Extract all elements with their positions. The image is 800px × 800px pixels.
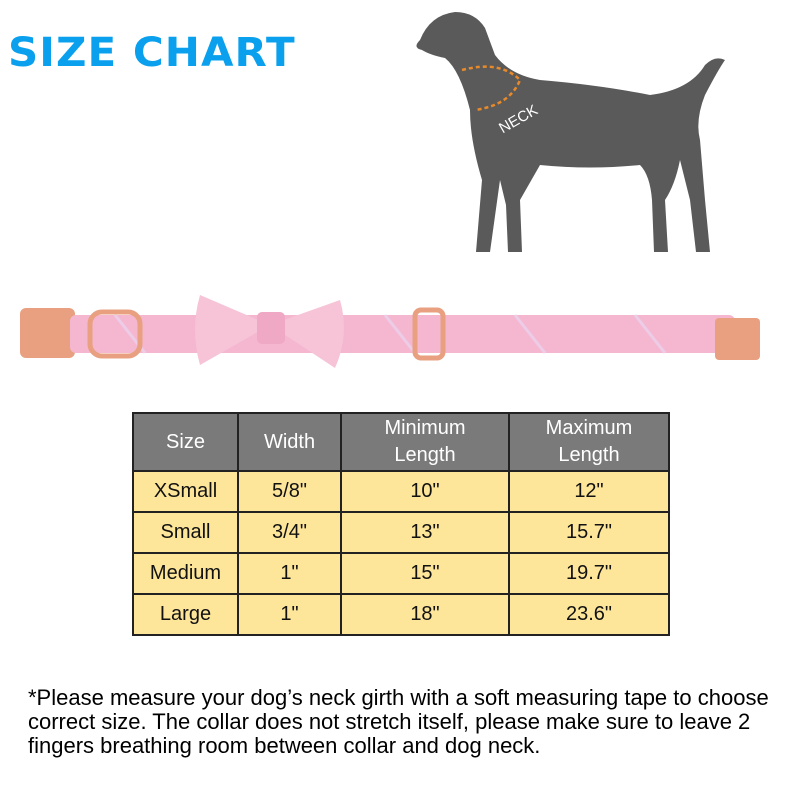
- cell: 1": [237, 552, 342, 595]
- table-row: Medium 1" 15" 19.7": [132, 552, 670, 595]
- header-width: Width: [237, 412, 342, 472]
- cell: Large: [132, 593, 239, 636]
- cell: XSmall: [132, 470, 239, 513]
- cell: 19.7": [508, 552, 670, 595]
- cell: 15": [340, 552, 510, 595]
- measurement-note: *Please measure your dog’s neck girth wi…: [28, 685, 769, 758]
- table-row: Small 3/4" 13" 15.7": [132, 511, 670, 554]
- header-text: Maximum: [545, 417, 633, 439]
- cell: 13": [340, 511, 510, 554]
- cell: 1": [237, 593, 342, 636]
- header-text: Minimum: [384, 417, 466, 439]
- cell: 18": [340, 593, 510, 636]
- cell: 12": [508, 470, 670, 513]
- collar-image: [20, 295, 760, 368]
- cell: 23.6": [508, 593, 670, 636]
- size-table: Size Width Minimum Length Maximum Length X…: [132, 412, 670, 636]
- header-size: Size: [132, 412, 239, 472]
- cell: Small: [132, 511, 239, 554]
- dog-silhouette-icon: NECK: [416, 12, 725, 252]
- header-minimum-length: Minimum Length: [340, 412, 510, 472]
- header-text: Length: [394, 444, 456, 466]
- table-row: Large 1" 18" 23.6": [132, 593, 670, 636]
- cell: 10": [340, 470, 510, 513]
- table-header-row: Size Width Minimum Length Maximum Length: [132, 412, 670, 472]
- table-row: XSmall 5/8" 10" 12": [132, 470, 670, 513]
- header-maximum-length: Maximum Length: [508, 412, 670, 472]
- cell: 3/4": [237, 511, 342, 554]
- cell: Medium: [132, 552, 239, 595]
- header-text: Length: [558, 444, 620, 466]
- cell: 5/8": [237, 470, 342, 513]
- page-title: SIZE CHART: [8, 30, 296, 76]
- cell: 15.7": [508, 511, 670, 554]
